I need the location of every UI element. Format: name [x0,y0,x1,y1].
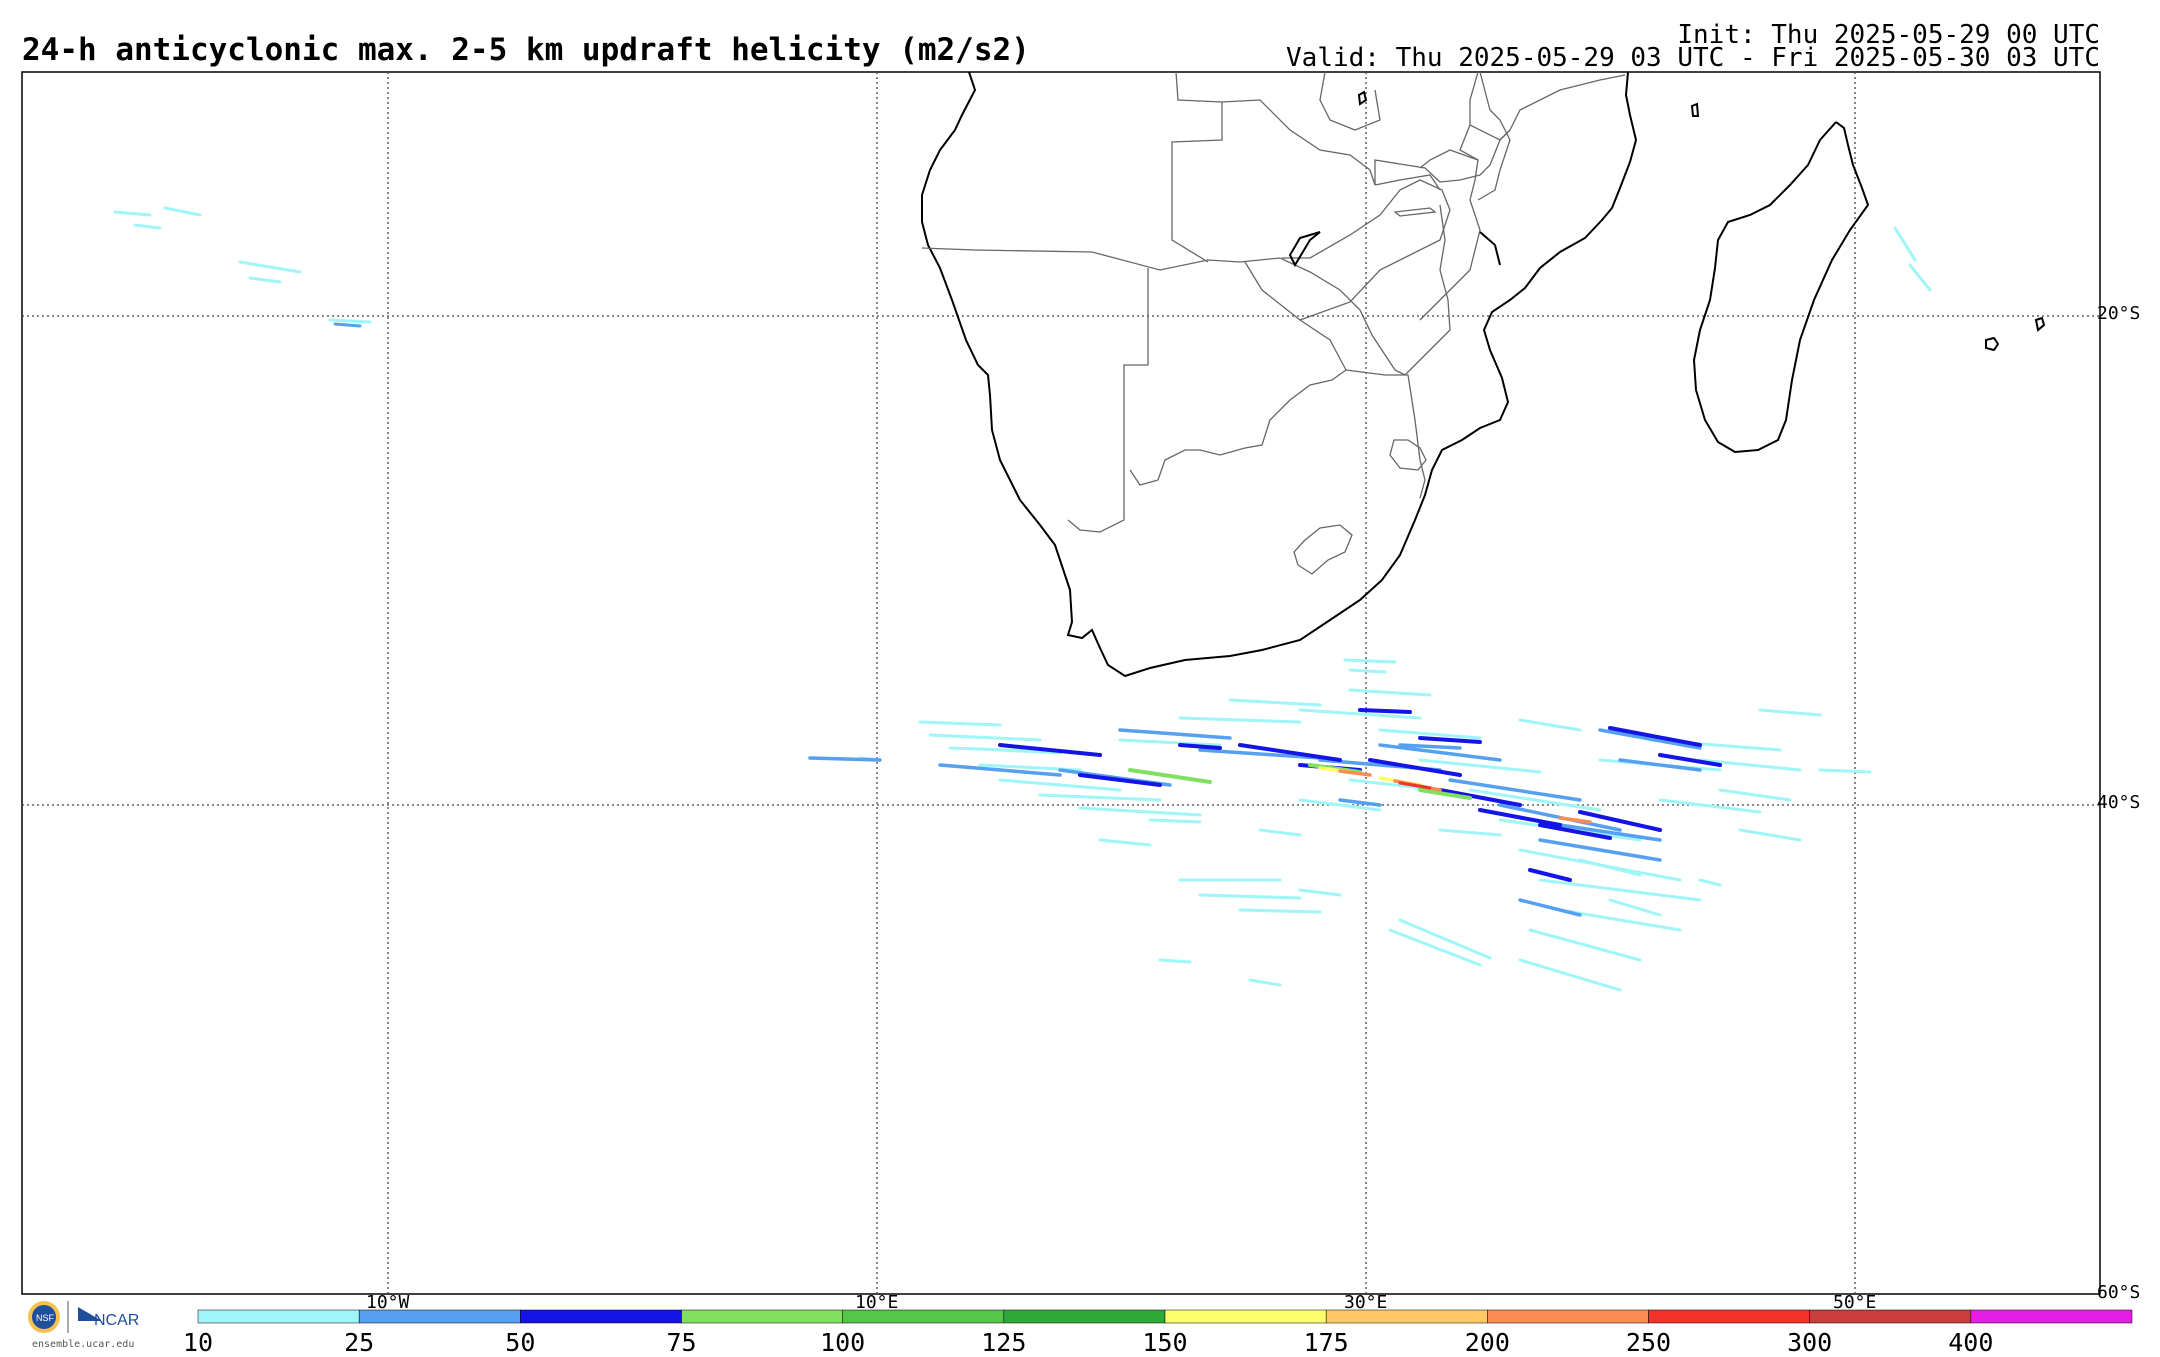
colorbar-label: 400 [1948,1328,1994,1357]
helicity-swaths [113,206,1932,992]
colorbar [197,1309,2133,1324]
colorbar-label: 75 [666,1328,697,1357]
lat-label-20s: 20°S [2097,303,2141,324]
logo-graphic: NSF NCAR [28,1301,139,1333]
lat-label-40s: 40°S [2097,792,2141,813]
colorbar-swatch [520,1309,682,1324]
colorbar-label: 250 [1625,1328,1672,1357]
colorbar-swatch [1164,1309,1327,1324]
logo-site: ensemble.ucar.edu [32,1339,135,1350]
swath-level-250 [1398,781,1432,790]
colorbar-swatch [197,1309,360,1324]
lake-victoria [1357,90,1368,106]
nsf-ncar-logo: NSF NCAR [24,1297,154,1349]
init-time: Init: Thu 2025-05-29 00 UTC [1677,20,2100,50]
madagascar-coastline [1692,121,1870,454]
colorbar-swatch [681,1309,843,1324]
africa-coastline [921,71,1638,678]
colorbar-label: 300 [1787,1328,1833,1357]
graticule [22,72,2100,1294]
colorbar-label: 10 [182,1328,214,1357]
colorbar-label: 25 [344,1328,375,1357]
mauritius-coastline [2034,316,2046,332]
reunion-coastline [1985,336,2000,352]
colorbar-swatch [1487,1309,1649,1324]
lon-label-50e: 50°E [1833,1292,1877,1313]
colorbar-label: 100 [820,1328,866,1357]
valid-time: Valid: Thu 2025-05-29 03 UTC - Fri 2025-… [1286,43,2100,73]
island-north [1690,102,1700,117]
country-borders [921,71,1626,575]
colorbar-label: 200 [1464,1328,1510,1357]
colorbar-label: 175 [1303,1328,1349,1357]
logo-org: NCAR [94,1312,139,1329]
colorbar-label: 125 [981,1328,1027,1357]
coastlines [921,71,2046,678]
map-title: 24-h anticyclonic max. 2-5 km updraft he… [22,32,1030,68]
swath-atlantic [113,206,1932,324]
colorbar-swatch [1648,1309,1810,1324]
lon-label-10w: 10°W [366,1292,410,1313]
lon-label-30e: 30°E [1344,1292,1388,1313]
colorbar-swatch [1003,1309,1166,1324]
colorbar-label: 50 [505,1328,536,1357]
lat-label-60s: 60°S [2097,1282,2141,1303]
colorbar-label: 150 [1142,1328,1188,1357]
lon-label-10e: 10°E [855,1292,899,1313]
svg-text:NSF: NSF [36,1313,55,1323]
colorbar-swatch [1970,1309,2133,1324]
swath-atlantic-blue [333,322,362,328]
map-frame [21,71,2101,1295]
